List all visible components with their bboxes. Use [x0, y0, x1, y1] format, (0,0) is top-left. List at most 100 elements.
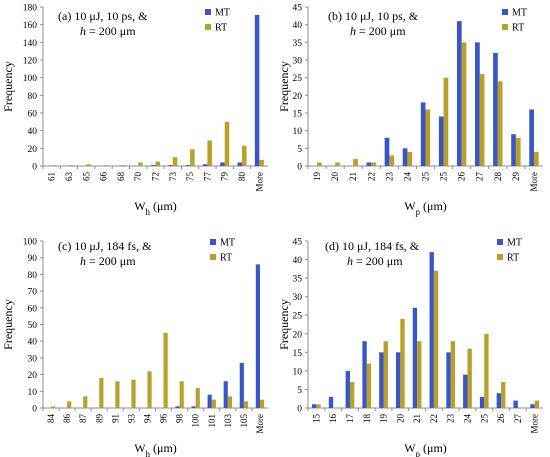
legend-swatch-rt — [210, 254, 216, 260]
y-tick-label: 0 — [297, 163, 302, 173]
legend-label-mt: MT — [512, 8, 527, 19]
bar-rt — [179, 381, 184, 408]
bar-rt — [467, 348, 472, 408]
x-tick-label: 86 — [62, 414, 72, 424]
bar-rt — [83, 396, 88, 408]
bar-rt — [515, 137, 521, 166]
legend: MT RT — [502, 8, 527, 34]
bar-mt — [513, 400, 518, 408]
y-tick-label: 10 — [293, 127, 303, 137]
bar-mt — [429, 252, 434, 408]
y-tick-label: 25 — [293, 74, 303, 84]
bar-mt — [395, 352, 401, 408]
y-tick-label: 20 — [28, 145, 38, 155]
bar-rt — [316, 404, 321, 408]
x-tick-label: 61 — [47, 172, 57, 181]
legend-swatch-rt — [205, 24, 211, 30]
x-tick-label: 65 — [81, 172, 91, 182]
y-tick-label: 90 — [28, 254, 38, 264]
y-tick-label: 140 — [23, 39, 38, 49]
y-tick-label: 15 — [293, 349, 303, 359]
bar-rt — [259, 159, 264, 166]
x-tick-label: 105 — [239, 414, 249, 428]
x-tick-label: 20 — [395, 414, 405, 424]
x-tick-label: 24 — [462, 414, 472, 424]
y-tick-label: 40 — [28, 338, 38, 348]
x-tick-label: 94 — [142, 414, 152, 424]
y-tick-label: 45 — [293, 4, 303, 14]
y-tick-label: 180 — [23, 4, 38, 14]
bar-mt — [366, 162, 372, 166]
x-tick-label: 26 — [457, 172, 467, 182]
y-axis-title: Frequency — [277, 299, 291, 350]
x-tick-label: 17 — [345, 414, 355, 424]
x-tick-label: 68 — [116, 172, 126, 182]
x-tick-label: 27 — [513, 414, 523, 424]
x-tick-label: More — [255, 414, 265, 434]
bar-rt — [383, 341, 388, 408]
y-tick-label: 5 — [297, 145, 302, 155]
y-axis-title: Frequency — [1, 61, 15, 112]
y-tick-label: 0 — [32, 163, 37, 173]
x-tick-label: 70 — [133, 172, 143, 182]
bar-rt — [335, 162, 340, 166]
x-axis-title: Wp (μm) — [404, 199, 447, 217]
x-tick-label: 25 — [479, 414, 489, 424]
bar-mt — [191, 406, 196, 408]
bar-rt — [501, 382, 506, 408]
legend-swatch-mt — [502, 9, 508, 15]
y-tick-label: 100 — [23, 74, 38, 84]
bar-rt — [190, 149, 195, 166]
bar-rt — [484, 333, 489, 408]
bar-rt — [147, 371, 152, 408]
y-tick-label: 0 — [32, 405, 37, 415]
y-axis-title: Frequency — [1, 299, 15, 350]
x-tick-label: 16 — [328, 414, 338, 424]
bar-mt — [530, 404, 535, 408]
y-tick-label: 25 — [293, 312, 303, 322]
bar-mt — [384, 137, 390, 166]
x-tick-label: 93 — [126, 414, 136, 424]
legend-swatch-rt — [497, 254, 503, 260]
y-tick-label: 50 — [28, 321, 38, 331]
y-tick-label: 160 — [23, 21, 38, 31]
x-axis-title: Wh (μm) — [134, 441, 177, 457]
bar-rt — [534, 400, 539, 408]
bar-rt — [131, 379, 136, 408]
bar-mt — [237, 162, 243, 166]
bar-mt — [151, 165, 156, 166]
x-axis-title: Wp (μm) — [404, 441, 447, 457]
bar-rt — [115, 381, 120, 408]
bar-rt — [155, 161, 160, 166]
bar-rt — [120, 165, 126, 166]
bar-rt — [227, 396, 232, 408]
bar-rt — [349, 382, 355, 408]
bar-rt — [443, 77, 449, 166]
x-tick-label: 25 — [421, 172, 431, 182]
x-tick-label: 72 — [151, 172, 161, 181]
x-tick-label: 23 — [446, 414, 456, 424]
bar-mt — [446, 352, 451, 408]
y-tick-label: 20 — [293, 330, 303, 340]
bar-rt — [317, 162, 322, 166]
y-tick-label: 35 — [293, 39, 303, 49]
legend-label-mt: MT — [507, 238, 522, 249]
panel-title: (d) 10 μJ, 184 fs, & — [325, 239, 420, 253]
bar-rt — [417, 341, 422, 408]
y-tick-label: 60 — [28, 304, 38, 314]
x-tick-label: 18 — [362, 414, 372, 424]
x-tick-label: 63 — [64, 172, 74, 182]
x-tick-label: 84 — [46, 414, 56, 424]
legend-label-rt: RT — [220, 253, 232, 264]
bar-mt — [255, 264, 260, 408]
x-tick-label: More — [530, 414, 540, 434]
bar-rt — [389, 155, 395, 166]
panel-title: (a) 10 μJ, 10 ps, & — [58, 9, 148, 23]
bar-mt — [379, 352, 384, 408]
bar-mt — [463, 374, 468, 408]
bar-mt — [362, 341, 367, 408]
y-tick-label: 70 — [28, 288, 38, 298]
y-axis-title: Frequency — [277, 61, 291, 112]
bar-rt — [51, 406, 56, 408]
